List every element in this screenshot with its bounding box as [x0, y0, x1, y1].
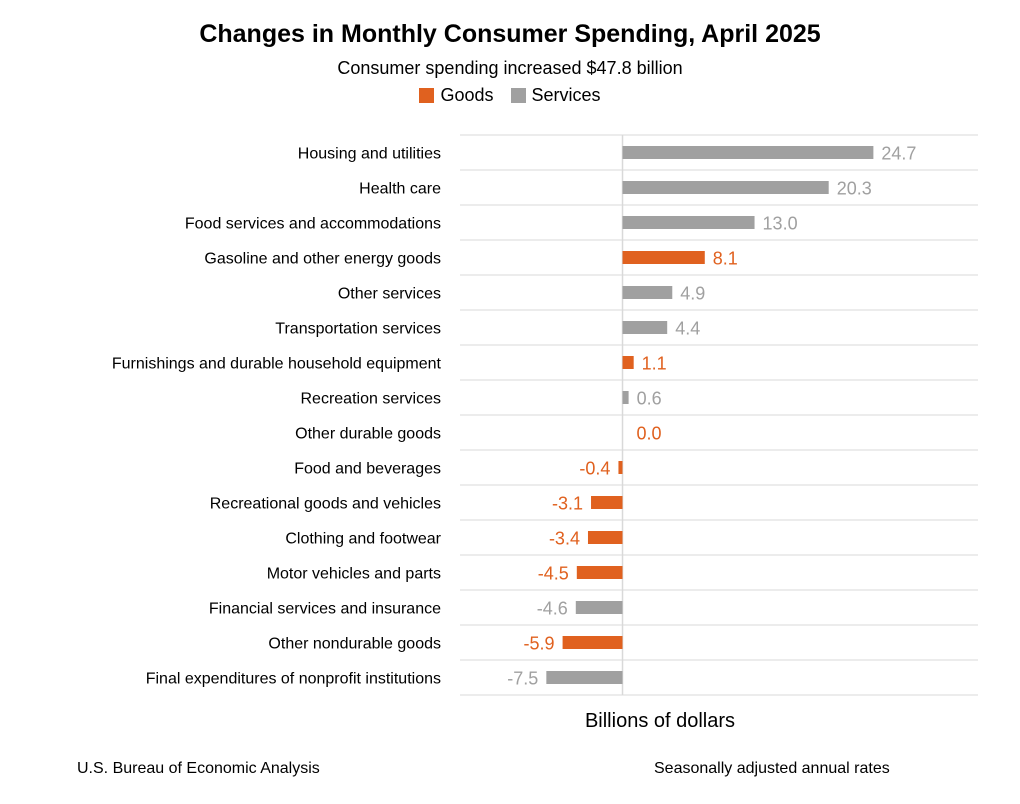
- value-label: -3.1: [552, 494, 583, 514]
- value-label: 1.1: [642, 354, 667, 374]
- bar: [546, 671, 623, 684]
- legend: Goods Services: [0, 85, 1020, 108]
- bar: [622, 321, 668, 334]
- legend-swatch-goods: [419, 88, 435, 103]
- category-label: Other nondurable goods: [268, 636, 441, 653]
- value-label: -7.5: [507, 669, 538, 689]
- bar: [562, 636, 623, 649]
- category-label: Furnishings and durable household equipm…: [112, 356, 442, 373]
- bar: [622, 181, 829, 194]
- value-label: 0.6: [637, 389, 662, 409]
- x-axis-label: Billions of dollars: [584, 710, 736, 732]
- bar: [618, 461, 623, 474]
- bar: [622, 251, 705, 264]
- bar: [622, 286, 673, 299]
- category-label: Other services: [338, 286, 441, 303]
- legend-label-goods: Goods: [440, 85, 494, 105]
- value-label: -3.4: [549, 529, 580, 549]
- bar: [622, 356, 634, 369]
- value-label: 4.9: [680, 284, 705, 304]
- category-label: Food and beverages: [294, 461, 441, 478]
- value-label: -5.9: [524, 634, 555, 654]
- category-label: Recreation services: [301, 391, 442, 408]
- legend-item-goods: Goods: [419, 85, 494, 106]
- value-label: -4.6: [537, 599, 568, 619]
- chart-subtitle: Consumer spending increased $47.8 billio…: [337, 58, 683, 78]
- category-label: Final expenditures of nonprofit institut…: [146, 671, 441, 688]
- value-label: -4.5: [538, 564, 569, 584]
- legend-swatch-services: [510, 88, 526, 103]
- rates-note: Seasonally adjusted annual rates: [654, 760, 890, 777]
- category-label: Clothing and footwear: [285, 531, 441, 548]
- category-label: Health care: [359, 181, 441, 198]
- bar: [587, 531, 623, 544]
- category-label: Transportation services: [275, 321, 441, 338]
- category-label: Food services and accommodations: [185, 216, 441, 233]
- bar: [576, 566, 623, 579]
- bar: [575, 601, 623, 614]
- category-label: Other durable goods: [295, 426, 441, 443]
- legend-label-services: Services: [531, 85, 601, 105]
- chart-title: Changes in Monthly Consumer Spending, Ap…: [199, 20, 821, 48]
- bar: [622, 216, 755, 229]
- category-label: Motor vehicles and parts: [267, 566, 441, 583]
- category-label: Financial services and insurance: [209, 601, 441, 618]
- bar: [622, 146, 874, 159]
- value-label: 13.0: [763, 214, 798, 234]
- category-label: Recreational goods and vehicles: [210, 496, 441, 513]
- category-label: Housing and utilities: [298, 146, 441, 163]
- bar: [622, 391, 629, 404]
- value-label: 8.1: [713, 249, 738, 269]
- source-note: U.S. Bureau of Economic Analysis: [77, 760, 320, 777]
- bar: [591, 496, 623, 509]
- category-label: Gasoline and other energy goods: [204, 251, 441, 268]
- value-label: -0.4: [579, 459, 610, 479]
- value-label: 24.7: [881, 144, 916, 164]
- legend-item-services: Services: [510, 85, 601, 106]
- value-label: 0.0: [637, 424, 662, 444]
- value-label: 20.3: [837, 179, 872, 199]
- value-label: 4.4: [675, 319, 700, 339]
